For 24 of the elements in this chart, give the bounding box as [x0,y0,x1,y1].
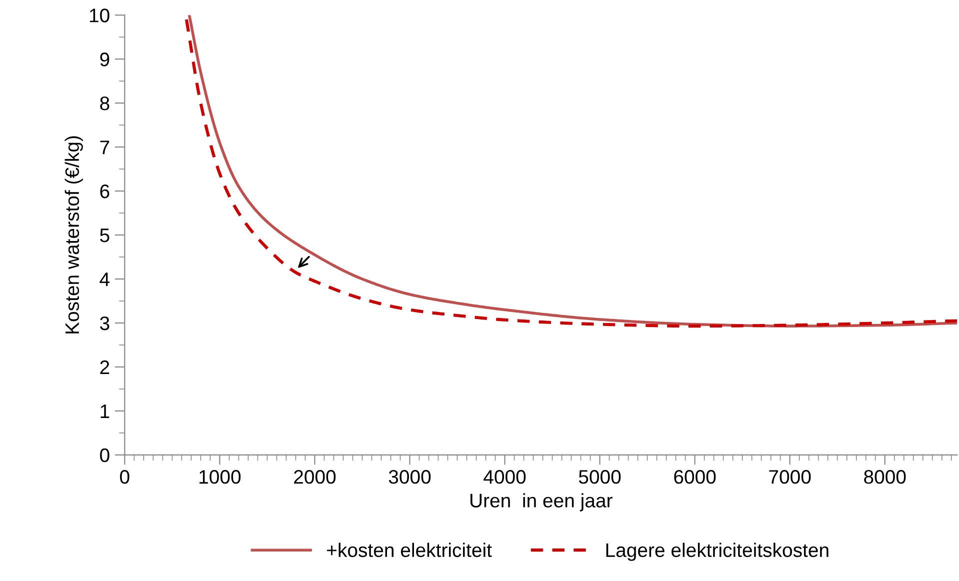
y-tick-label: 10 [90,8,110,22]
y-tick-label: 3 [100,316,110,330]
x-tick-label: 1000 [200,470,241,484]
x-tick-label: 5000 [578,470,621,484]
x-tick-label: 0 [120,470,130,484]
y-tick-label: 1 [100,404,110,418]
y-tick-label: 5 [100,228,110,242]
y-axis-title: Kosten waterstof (€/kg) [64,136,83,334]
y-tick-label: 7 [100,140,110,154]
x-tick-label: 7000 [769,470,811,484]
y-tick-label: 0 [100,448,110,462]
y-tick-label: 4 [100,272,110,286]
legend-label: +kosten elektriciteit [327,542,492,558]
y-tick-label: 6 [100,184,110,198]
legend-label: Lagere elektriciteitskosten [606,542,828,561]
x-tick-label: 8000 [864,470,906,484]
x-tick-label: 4000 [484,470,526,484]
y-tick-label: 8 [100,96,110,110]
y-tick-label: 2 [100,360,110,374]
x-tick-label: 3000 [388,470,431,484]
y-tick-label: 9 [100,52,110,66]
x-axis-title: Uren in een jaar [470,493,612,512]
x-tick-label: 6000 [674,470,716,484]
x-tick-label: 2000 [294,470,336,484]
